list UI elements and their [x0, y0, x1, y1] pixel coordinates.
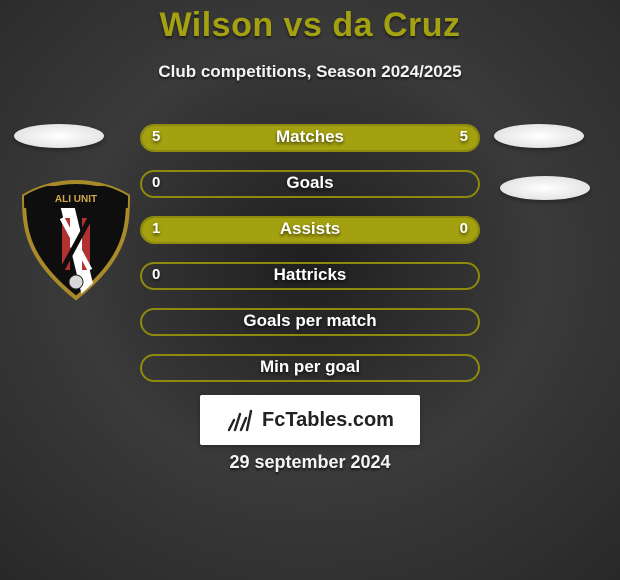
subtitle: Club competitions, Season 2024/2025 — [0, 62, 620, 82]
badge-top-text: ALI UNIT — [55, 194, 97, 205]
stat-bar-outline — [140, 262, 480, 290]
left-club-badge: ALI UNIT — [18, 178, 134, 302]
stat-bar-outline — [140, 354, 480, 382]
stat-row: Assists10 — [140, 216, 480, 244]
stat-bar-right-fill — [308, 126, 478, 150]
stat-bar-outline — [140, 170, 480, 198]
date-text: 29 september 2024 — [0, 452, 620, 473]
ball-icon — [69, 275, 83, 289]
stat-bars: Matches55 Goals0 Assists10 Hattricks0 Goals … — [140, 124, 480, 400]
comparison-card: Wilson vs da Cruz Club competitions, Sea… — [0, 0, 620, 580]
side-ellipse — [494, 124, 584, 148]
side-ellipse — [500, 176, 590, 200]
brand-text: FcTables.com — [262, 409, 394, 432]
stat-bar-outline — [140, 216, 480, 244]
svg-text:ALI UNIT: ALI UNIT — [55, 194, 97, 205]
stat-row: Hattricks0 — [140, 262, 480, 290]
brand-logo-icon — [226, 406, 254, 434]
brand-panel: FcTables.com — [200, 395, 420, 445]
stat-bar-outline — [140, 124, 480, 152]
page-title: Wilson vs da Cruz — [0, 6, 620, 45]
side-ellipse — [14, 124, 104, 148]
stat-bar-left-fill — [142, 126, 312, 150]
stat-bar-left-fill — [142, 218, 480, 242]
stat-row: Matches55 — [140, 124, 480, 152]
stat-row: Goals0 — [140, 170, 480, 198]
stat-bar-outline — [140, 308, 480, 336]
stat-row: Min per goal — [140, 354, 480, 382]
stat-row: Goals per match — [140, 308, 480, 336]
